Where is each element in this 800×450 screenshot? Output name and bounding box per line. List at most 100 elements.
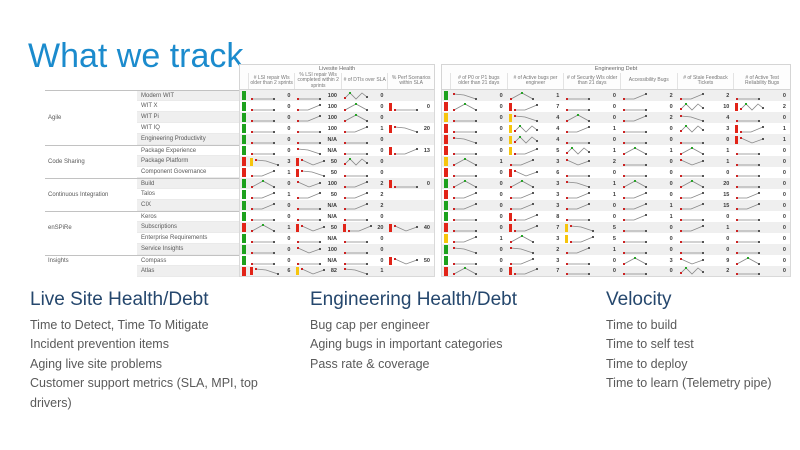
group-label [45, 244, 137, 255]
metric-cell [387, 112, 434, 123]
metric-cell: 0 [248, 145, 295, 156]
row-status-indicator [241, 201, 246, 210]
metric-cell: 0 [248, 200, 295, 211]
metric-value: 2 [669, 114, 673, 121]
table-row: Engineering Productivity 0 N/A 0 0 4 0 0 0 1 [45, 134, 791, 145]
sparkline [343, 157, 368, 166]
metric-cell: 0 [733, 233, 790, 244]
metric-cell: 8 [507, 211, 564, 222]
metric-cell: 100 [294, 244, 341, 255]
metric-cell: 0 [341, 145, 388, 156]
sparkline [622, 179, 647, 188]
metric-value: 2 [726, 268, 730, 274]
metric-cell: 1 [507, 90, 564, 101]
metric-value: 0 [612, 92, 616, 99]
metric-cell: 3 [507, 233, 564, 244]
metric-value: 0 [380, 103, 384, 110]
metric-value: 0 [612, 202, 616, 209]
cell-status-indicator [735, 102, 739, 111]
row-status-indicator [443, 212, 448, 221]
sparkline [736, 240, 761, 243]
panel-live-site-health: Live Site Health/Debt Time to Detect, Ti… [30, 289, 302, 413]
metric-cell: 1 [248, 189, 295, 200]
sparkline [513, 135, 538, 144]
metric-value: 0 [380, 169, 384, 176]
metric-value: 0 [782, 235, 786, 242]
metric-value: 3 [556, 191, 560, 198]
metric-value: 0 [782, 268, 786, 274]
sparkline [566, 202, 591, 210]
sparkline [679, 191, 704, 199]
metric-cell: 1 [341, 123, 388, 134]
metric-value: 3 [556, 180, 560, 187]
metric-value: 0 [287, 103, 291, 110]
row-status-indicator [241, 146, 246, 155]
metric-value: 50 [330, 158, 337, 165]
sparkline [513, 169, 538, 176]
metrics-section: 0 N/A 0 [239, 134, 435, 145]
row-status-indicator [443, 157, 448, 166]
row-status-indicator [443, 168, 448, 177]
sparkline [622, 191, 647, 199]
metric-value: 3 [287, 158, 291, 165]
metric-value: 1 [782, 125, 786, 132]
group-label [45, 134, 137, 145]
group-label: enSPiRe [45, 222, 137, 233]
sparkline [394, 147, 419, 155]
metric-value: 10 [723, 103, 730, 110]
metrics-section: 3 50 0 [239, 156, 435, 167]
metric-cell: 0 [677, 134, 734, 145]
sparkline [513, 213, 538, 221]
metric-cell: 50 [294, 222, 341, 233]
sparkline [452, 136, 477, 144]
group-label [45, 123, 137, 134]
metrics-section: 0 8 0 1 0 0 [441, 211, 791, 222]
metric-cell: 1 [563, 123, 620, 134]
sparkline [297, 246, 322, 253]
table-row: Insights Compass 0 N/A 0 50 0 3 0 3 9 0 [45, 255, 791, 266]
team-label: Package Platform [137, 156, 239, 167]
sparkline [452, 202, 477, 210]
metric-value: 0 [380, 213, 384, 220]
metric-cell: 0 [248, 211, 295, 222]
metric-cell: 100 [294, 90, 341, 101]
sparkline [343, 202, 368, 210]
table-row: Build 0 100 2 0 0 3 1 0 20 0 [45, 178, 791, 189]
section-title: Engineering Debt [594, 66, 638, 72]
metric-value: 0 [782, 147, 786, 154]
sparkline [566, 218, 591, 221]
sparkline [566, 191, 591, 199]
group-label [45, 145, 137, 156]
panel-item: Customer support metrics (SLA, MPI, top … [30, 376, 258, 410]
metric-value: 0 [782, 202, 786, 209]
metric-value: 0 [669, 180, 673, 187]
team-label: Modern WIT [137, 90, 239, 101]
sparkline [622, 92, 647, 100]
metrics-section: 1 50 20 40 [239, 222, 435, 233]
column-header: # of P0 or P1 bugs older than 21 days [449, 73, 507, 89]
metric-value: 0 [669, 136, 673, 143]
metric-cell: 0 [248, 255, 295, 266]
sparkline [740, 125, 765, 133]
metric-value: 1 [669, 202, 673, 209]
metric-cell: 0 [341, 90, 388, 101]
row-status-indicator [443, 113, 448, 122]
metric-value: N/A [327, 213, 337, 220]
sparkline [343, 268, 368, 275]
metric-cell: 7 [507, 266, 564, 276]
metric-value: 0 [669, 125, 673, 132]
metric-value: 1 [612, 246, 616, 253]
sparkline [452, 102, 477, 111]
metric-value: 5 [556, 147, 560, 154]
sparkline [250, 191, 275, 199]
metric-cell [387, 266, 434, 276]
team-label: Subscriptions [137, 222, 239, 233]
cell-status-indicator [508, 135, 512, 144]
metric-cell: 1 [341, 266, 388, 276]
sparkline [297, 114, 322, 122]
row-status-indicator [241, 179, 246, 188]
metric-cell: 0 [620, 189, 677, 200]
metric-cell: 4 [507, 134, 564, 145]
metric-cell: 50 [294, 167, 341, 178]
sparkline [250, 251, 275, 254]
